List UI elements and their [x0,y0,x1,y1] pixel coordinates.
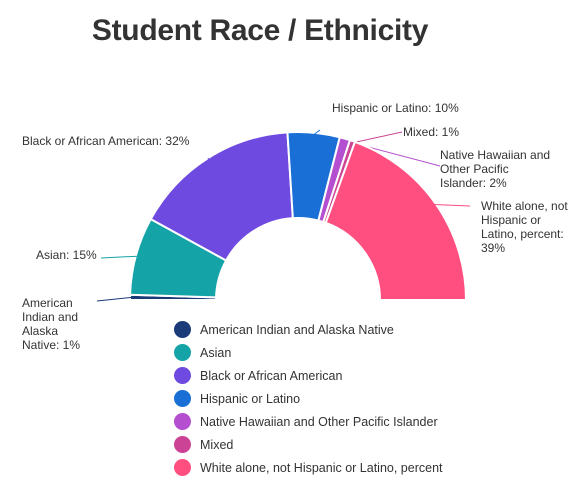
leader-line-hispanic-or-latino [313,129,321,136]
chart-title: Student Race / Ethnicity [91,14,429,47]
data-label-american-indian-and-alaska-native: American Indian and Alaska Native: 1% [22,296,80,352]
data-label-black-or-african-american: Black or African American: 32% [22,134,190,148]
legend-swatch [174,413,191,430]
legend-label: American Indian and Alaska Native [200,322,394,337]
data-label-mixed: Mixed: 1% [403,125,459,139]
legend-swatch [174,321,191,338]
legend-swatch [174,436,191,453]
legend-swatch [174,344,191,361]
leader-line-american-indian-and-alaska-native [96,296,133,302]
legend: American Indian and Alaska Native Asian Bl… [174,318,443,479]
slice-black-or-african-american [149,131,294,262]
legend-item-native-hawaiian-and-other-pacific-islander: Native Hawaiian and Other Pacific Island… [174,410,443,433]
data-label-hispanic-or-latino: Hispanic or Latino: 10% [332,101,459,115]
legend-swatch [174,390,191,407]
data-label-white-alone-not-hispanic-or-latino-percent: White alone, not Hispanic or Latino, perce… [481,199,568,255]
leader-line-asian [100,255,138,259]
data-label-native-hawaiian-and-other-pacific-islander: Native Hawaiian and Other Pacific Islander… [440,148,550,190]
legend-swatch [174,367,191,384]
legend-swatch [174,459,191,476]
legend-item-mixed: Mixed [174,433,443,456]
legend-item-american-indian-and-alaska-native: American Indian and Alaska Native [174,318,443,341]
legend-label: Asian [200,345,232,360]
legend-label: Black or African American [200,368,343,383]
legend-item-hispanic-or-latino: Hispanic or Latino [174,387,443,410]
legend-item-white-alone-not-hispanic-or-latino-percent: White alone, not Hispanic or Latino, per… [174,456,443,479]
leader-line-mixed [351,131,403,144]
legend-label: White alone, not Hispanic or Latino, per… [200,460,443,475]
legend-item-asian: Asian [174,341,443,364]
legend-label: Mixed [200,437,234,452]
leader-line-black-or-african-american [207,157,210,161]
slice-white-alone-not-hispanic-or-latino-percent [324,140,468,301]
legend-item-black-or-african-american: Black or African American [174,364,443,387]
legend-label: Hispanic or Latino [200,391,301,406]
leader-line-white-alone-not-hispanic-or-latino-percent [433,204,471,207]
data-label-asian: Asian: 15% [36,248,97,262]
legend-label: Native Hawaiian and Other Pacific Island… [200,414,438,429]
